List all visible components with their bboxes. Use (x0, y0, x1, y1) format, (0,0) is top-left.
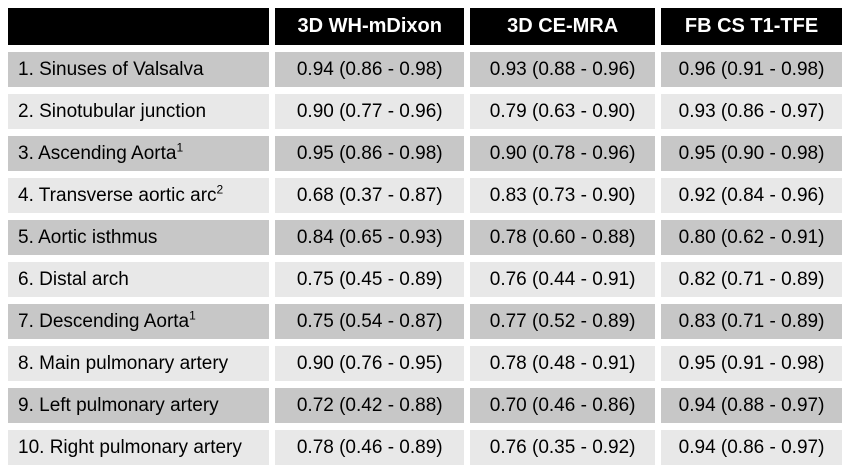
region-label: 2. Sinotubular junction (18, 100, 207, 122)
value-cell: 0.83 (0.71 - 0.89) (661, 304, 842, 339)
value-cell: 0.77 (0.52 - 0.89) (470, 304, 656, 339)
table-row: 3. Ascending Aorta1 0.95 (0.86 - 0.98) 0… (8, 136, 842, 171)
footnote-marker: 2 (216, 182, 224, 197)
region-cell: 9. Left pulmonary artery (8, 388, 270, 423)
value-cell: 0.90 (0.78 - 0.96) (470, 136, 656, 171)
region-label: 5. Aortic isthmus (18, 226, 158, 248)
footnote-marker: 1 (189, 308, 196, 323)
region-label: 6. Distal arch (18, 268, 129, 290)
value-cell: 0.80 (0.62 - 0.91) (661, 220, 842, 255)
value-cell: 0.95 (0.86 - 0.98) (275, 136, 465, 171)
region-label: 9. Left pulmonary artery (18, 394, 219, 416)
value-cell: 0.70 (0.46 - 0.86) (470, 388, 656, 423)
table-row: 1. Sinuses of Valsalva 0.94 (0.86 - 0.98… (8, 52, 842, 87)
value-cell: 0.90 (0.76 - 0.95) (275, 346, 465, 381)
region-cell: 10. Right pulmonary artery (8, 430, 270, 465)
value-cell: 0.76 (0.44 - 0.91) (470, 262, 656, 297)
region-label: 7. Descending Aorta (18, 310, 190, 332)
value-cell: 0.94 (0.88 - 0.97) (661, 388, 842, 423)
value-cell: 0.94 (0.86 - 0.97) (661, 430, 842, 465)
header-row: 3D WH-mDixon 3D CE-MRA FB CS T1-TFE (8, 8, 842, 45)
table-row: 10. Right pulmonary artery 0.78 (0.46 - … (8, 430, 842, 465)
region-label: 8. Main pulmonary artery (18, 352, 229, 374)
value-cell: 0.76 (0.35 - 0.92) (470, 430, 656, 465)
header-cell-fb-cs-t1-tfe: FB CS T1-TFE (661, 8, 842, 45)
region-cell: 1. Sinuses of Valsalva (8, 52, 270, 87)
table-row: 9. Left pulmonary artery 0.72 (0.42 - 0.… (8, 388, 842, 423)
header-corner-cell (8, 8, 270, 45)
value-cell: 0.90 (0.77 - 0.96) (275, 94, 465, 129)
value-cell: 0.94 (0.86 - 0.98) (275, 52, 465, 87)
region-cell: 7. Descending Aorta1 (8, 304, 270, 339)
table-row: 6. Distal arch 0.75 (0.45 - 0.89) 0.76 (… (8, 262, 842, 297)
value-cell: 0.78 (0.60 - 0.88) (470, 220, 656, 255)
table-row: 4. Transverse aortic arc2 0.68 (0.37 - 0… (8, 178, 842, 213)
region-cell: 5. Aortic isthmus (8, 220, 270, 255)
value-cell: 0.82 (0.71 - 0.89) (661, 262, 842, 297)
region-cell: 4. Transverse aortic arc2 (8, 178, 270, 213)
value-cell: 0.78 (0.48 - 0.91) (470, 346, 656, 381)
table-row: 8. Main pulmonary artery 0.90 (0.76 - 0.… (8, 346, 842, 381)
value-cell: 0.93 (0.88 - 0.96) (470, 52, 656, 87)
table-body: 1. Sinuses of Valsalva 0.94 (0.86 - 0.98… (8, 52, 842, 465)
value-cell: 0.72 (0.42 - 0.88) (275, 388, 465, 423)
region-cell: 8. Main pulmonary artery (8, 346, 270, 381)
region-label: 10. Right pulmonary artery (18, 436, 242, 458)
header-cell-3d-wh-mdixon: 3D WH-mDixon (275, 8, 465, 45)
value-cell: 0.75 (0.54 - 0.87) (275, 304, 465, 339)
value-cell: 0.78 (0.46 - 0.89) (275, 430, 465, 465)
table-row: 7. Descending Aorta1 0.75 (0.54 - 0.87) … (8, 304, 842, 339)
table-header: 3D WH-mDixon 3D CE-MRA FB CS T1-TFE (8, 8, 842, 45)
region-label: 3. Ascending Aorta (18, 142, 177, 164)
region-cell: 3. Ascending Aorta1 (8, 136, 270, 171)
value-cell: 0.84 (0.65 - 0.93) (275, 220, 465, 255)
region-label: 4. Transverse aortic arc (18, 184, 217, 206)
value-cell: 0.83 (0.73 - 0.90) (470, 178, 656, 213)
value-cell: 0.95 (0.91 - 0.98) (661, 346, 842, 381)
region-cell: 6. Distal arch (8, 262, 270, 297)
footnote-marker: 1 (176, 140, 184, 155)
value-cell: 0.95 (0.90 - 0.98) (661, 136, 842, 171)
header-cell-3d-ce-mra: 3D CE-MRA (470, 8, 656, 45)
value-cell: 0.75 (0.45 - 0.89) (275, 262, 465, 297)
value-cell: 0.79 (0.63 - 0.90) (470, 94, 656, 129)
value-cell: 0.92 (0.84 - 0.96) (661, 178, 842, 213)
table-row: 2. Sinotubular junction 0.90 (0.77 - 0.9… (8, 94, 842, 129)
region-cell: 2. Sinotubular junction (8, 94, 270, 129)
value-cell: 0.68 (0.37 - 0.87) (275, 178, 465, 213)
region-label: 1. Sinuses of Valsalva (18, 58, 204, 80)
value-cell: 0.96 (0.91 - 0.98) (661, 52, 842, 87)
value-cell: 0.93 (0.86 - 0.97) (661, 94, 842, 129)
table-row: 5. Aortic isthmus 0.84 (0.65 - 0.93) 0.7… (8, 220, 842, 255)
